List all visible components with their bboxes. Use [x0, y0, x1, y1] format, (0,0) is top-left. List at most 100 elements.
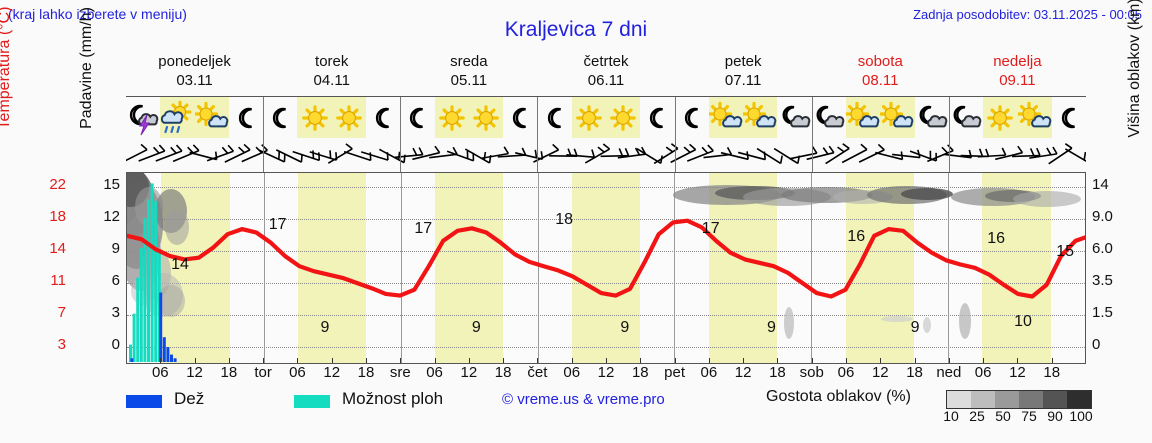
x-tick-label: 12 — [871, 364, 889, 381]
sun-icon — [606, 97, 640, 139]
x-tick-label: 06 — [426, 364, 443, 381]
day-date: 03.11 — [176, 72, 213, 89]
temperature-label: 16 — [987, 229, 1006, 247]
day-separator — [674, 138, 676, 172]
cloud-density-scale: 10 25 50 75 90 100 — [938, 408, 1094, 424]
day-date: 04.11 — [313, 72, 350, 89]
temperature-label: 9 — [910, 318, 920, 336]
x-tick-mark — [400, 358, 402, 363]
temperature-axis-title: Temperatura (°C) — [0, 6, 13, 130]
x-tick-label: 18 — [906, 364, 923, 381]
x-tick-label: 06 — [289, 364, 306, 381]
day-separator — [674, 173, 676, 363]
x-tick-mark — [948, 358, 950, 363]
x-tick-mark — [880, 358, 882, 363]
gridline — [127, 219, 1085, 220]
sun-icon — [469, 97, 503, 139]
cloud-density-tick: 100 — [1069, 408, 1093, 424]
temperature-label: 15 — [1056, 242, 1075, 260]
x-tick-label: 12 — [734, 364, 752, 381]
temperature-label: 16 — [847, 227, 866, 245]
sun-cloud-icon — [194, 97, 229, 139]
x-tick-mark — [468, 358, 470, 363]
x-tick-mark — [503, 358, 505, 363]
moon-cloud-icon — [949, 97, 983, 139]
day-separator — [948, 97, 950, 138]
x-tick-label: 18 — [357, 364, 375, 381]
rain-legend-swatch — [126, 395, 162, 408]
cloud-height-tick: 6.0 — [1092, 240, 1113, 257]
precipitation-tick: 9 — [111, 240, 120, 257]
cloud-height-tick: 9.0 — [1092, 208, 1113, 225]
day-separator — [537, 97, 539, 138]
x-axis-ticks: 06 12 18 tor 06 12 18 sre 06 12 18 čet 06 12 18 pet 06 12… — [126, 358, 1086, 384]
x-tick-label: 18 — [1043, 364, 1061, 381]
cloud-density-step — [1067, 391, 1091, 408]
legend: Dež Možnost ploh © vreme.us & vreme.pro … — [126, 386, 1150, 428]
x-tick-label: 12 — [323, 364, 341, 381]
x-tick-mark — [1017, 358, 1019, 363]
day-date: 09.11 — [999, 72, 1036, 89]
x-tick-label: pet — [664, 364, 685, 381]
cloud-density-colorbar — [946, 390, 1092, 409]
precipitation-tick: 3 — [111, 304, 120, 321]
day-date: 08.11 — [862, 72, 899, 89]
cloud-density-tick: 75 — [1021, 408, 1037, 424]
cloud-density-tick: 10 — [943, 408, 959, 424]
sun-cloud-icon — [708, 97, 743, 139]
day-header-ponedeljek: ponedeljek 03.11 — [126, 52, 263, 90]
day-name: četrtek — [583, 53, 629, 70]
sun-cloud-icon — [846, 97, 880, 139]
page-title: Kraljevica 7 dni — [504, 18, 648, 41]
temperature-tick: 3 — [57, 336, 66, 353]
day-name: ponedeljek — [158, 53, 231, 70]
sun-icon — [297, 97, 331, 139]
cloud-density-tick: 90 — [1047, 408, 1063, 424]
temperature-curve — [127, 218, 1085, 299]
x-tick-mark — [708, 358, 710, 363]
x-tick-mark — [846, 358, 847, 363]
showers-legend-swatch — [294, 395, 330, 408]
sun-icon — [332, 97, 366, 139]
x-tick-label: 18 — [220, 364, 238, 381]
x-tick-label: 06 — [700, 364, 718, 381]
day-separator — [948, 173, 950, 363]
moon-icon — [1052, 97, 1086, 139]
forecast-graph: 14 17 9 17 9 18 9 17 9 16 9 16 10 15 — [126, 172, 1086, 364]
moon-icon — [229, 97, 263, 139]
day-separator — [400, 173, 402, 363]
precipitation-tick: 0 — [111, 336, 120, 353]
day-header-četrtek: četrtek 06.11 — [537, 52, 674, 90]
daylight-band — [434, 173, 470, 363]
daylight-band — [606, 173, 641, 363]
temperature-tick: 14 — [49, 240, 66, 257]
x-tick-mark — [434, 358, 436, 363]
day-separator — [400, 97, 402, 138]
day-name: sreda — [450, 53, 488, 70]
day-separator — [811, 138, 813, 172]
cloud-height-tick: 3.5 — [1092, 272, 1113, 289]
cloud-density-step — [1043, 391, 1067, 408]
moon-icon — [640, 97, 674, 139]
gridline — [127, 283, 1085, 284]
temperature-label: 9 — [320, 318, 330, 336]
x-tick-mark — [640, 358, 642, 363]
day-header-sreda: sreda 05.11 — [400, 52, 537, 90]
gridline — [127, 347, 1085, 348]
x-tick-mark — [1051, 358, 1053, 363]
sun-cloud-icon — [880, 97, 914, 139]
copyright-link[interactable]: © vreme.us & vreme.pro — [502, 391, 665, 408]
day-date: 06.11 — [587, 72, 625, 89]
day-date: 07.11 — [724, 72, 762, 89]
sun-cloud-rain-icon — [160, 97, 194, 139]
gridline — [127, 315, 1085, 316]
last-update: Zadnja posodobitev: 03.11.2025 - 00:05 — [913, 7, 1142, 22]
gridline — [127, 251, 1085, 252]
cloud-density-step — [947, 391, 971, 408]
x-tick-label: 06 — [974, 364, 992, 381]
x-tick-mark — [606, 358, 607, 363]
day-separator — [674, 97, 676, 138]
x-tick-label: 06 — [563, 364, 581, 381]
x-tick-label: sob — [799, 364, 824, 381]
precipitation-axis-title: Padavine (mm/h) — [78, 7, 95, 129]
